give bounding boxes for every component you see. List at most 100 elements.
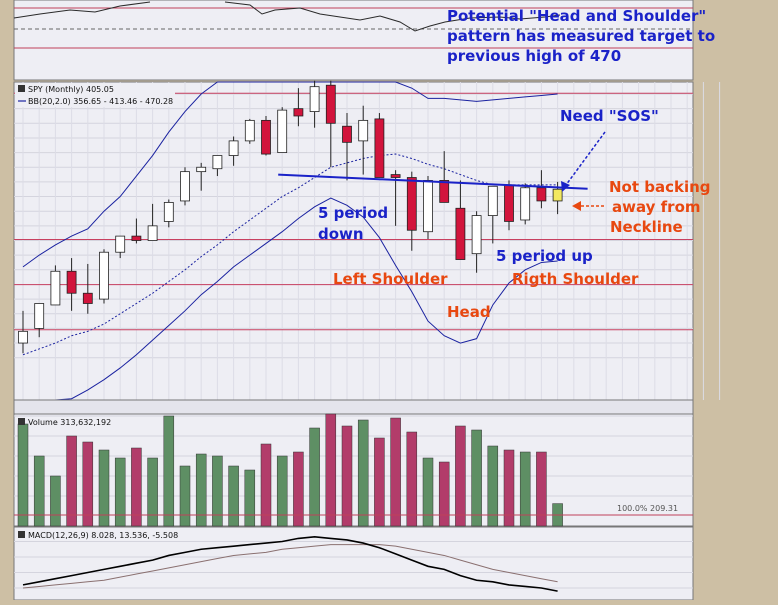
annotation-not-backing-1: Not backing [609,178,711,196]
candle-body [163,202,174,222]
x-axis-strip [13,399,694,415]
volume-bar [228,465,239,527]
volume-bar [260,443,272,527]
annotation-not-backing-2: away from [612,198,701,216]
volume-bar [276,455,288,527]
candle-body [244,119,255,142]
candle-body [50,270,61,306]
candle-body [325,84,336,124]
candle-body [455,207,466,260]
candle-body [439,180,450,203]
volume-bar [325,413,337,527]
price-header-box [15,83,175,107]
annotation-5-period-up: 5 period up [496,247,593,265]
volume-panel [13,413,694,527]
price-header: SPY (Monthly) 405.05 [28,85,114,94]
candle-body [180,171,190,202]
annotation-not-backing-3: Neckline [610,218,683,236]
candle-body [342,125,352,143]
volume-bar [98,449,110,527]
candle-body [277,109,288,153]
candle-body [212,155,223,170]
candle-body [406,177,417,231]
candle-body [147,225,158,241]
volume-bar [33,455,45,527]
candle-body [66,270,77,294]
candle-body [374,118,385,178]
volume-bar [536,451,547,527]
candle-body [34,303,45,329]
volume-header-icon [18,418,25,425]
volume-bar [471,429,482,527]
volume-bar [195,453,207,527]
volume-header: Volume 313,632,192 [28,418,111,427]
volume-bar [309,427,320,527]
rsi-line [13,1,561,32]
volume-bar [390,417,401,527]
volume-bar [455,425,466,527]
volume-bar [114,457,126,527]
volume-bar [66,435,77,527]
annotation-title-line-1: Potential "Head and Shoulder" [447,7,706,25]
candle-body [309,86,320,112]
candle-body [261,119,271,155]
bb-lower-band [23,197,558,401]
volume-fib-label: 100.0% 209.31 [617,504,678,513]
candle-body [423,180,433,233]
not-backing-arrow-head [572,201,581,211]
volume-bar [519,451,531,527]
volume-bar [503,449,515,527]
candle-body [536,187,547,202]
annotation-5-period-down-2: down [318,225,364,243]
candle-body [228,140,239,156]
volume-bar [374,437,385,527]
candle-body [99,251,109,300]
volume-bar [212,455,223,527]
candle-body [131,235,142,241]
volume-bar [82,441,94,527]
volume-bar [341,425,353,527]
annotation-title-line-3: previous high of 470 [447,47,621,65]
volume-bar [50,475,61,527]
annotation-sos: Need "SOS" [560,107,659,125]
volume-bar [131,447,142,527]
macd-header: MACD(12,26,9) 8.028, 13.536, -5.508 [28,531,178,540]
bb-legend: BB(20,2.0) 356.65 - 413.46 - 470.28 [28,97,173,106]
volume-bar [147,457,158,527]
volume-bar [406,431,418,527]
volume-bar [438,461,450,527]
candle-body [487,185,498,216]
annotation-5-period-down-1: 5 period [318,204,388,222]
annotation-left-shoulder: Left Shoulder [333,270,448,288]
neckline [278,173,588,190]
volume-bar [357,419,369,527]
volume-bar [487,445,499,527]
volume-bar [293,451,304,527]
volume-bar [179,465,191,527]
candle-body [552,188,563,202]
macd-line [22,536,558,592]
candle-body [196,166,207,173]
macd-header-icon [18,531,25,538]
volume-bar [163,415,175,527]
macd-signal-line [22,544,558,589]
volume-bar [17,423,29,527]
candle-body [358,119,369,142]
volume-bar [422,457,434,527]
candle-body [471,215,482,255]
bb-middle-band [22,153,558,356]
annotation-head: Head [447,303,491,321]
candle-body [504,184,514,222]
annotation-right-shoulder: Rigth Shoulder [512,270,639,288]
annotation-title-line-2: pattern has measured target to [447,27,715,45]
candle-body [18,330,28,344]
bb-upper-band [22,81,558,268]
sos-arrow-line [565,131,606,186]
price-header-icon [18,85,25,92]
candle-body [293,108,304,117]
candle-body [82,292,93,304]
rsi-panel [13,0,694,81]
candle-body [520,187,531,221]
